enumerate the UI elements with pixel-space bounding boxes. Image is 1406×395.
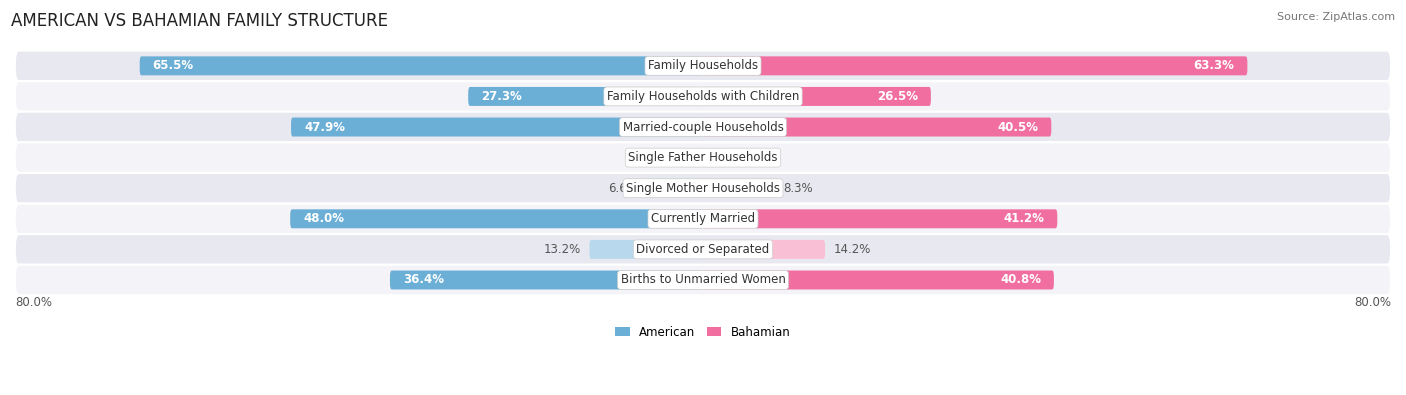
Text: 40.8%: 40.8% xyxy=(1000,273,1040,286)
Text: Births to Unmarried Women: Births to Unmarried Women xyxy=(620,273,786,286)
Text: 13.2%: 13.2% xyxy=(544,243,581,256)
Text: 2.5%: 2.5% xyxy=(733,151,763,164)
Legend: American, Bahamian: American, Bahamian xyxy=(610,321,796,343)
FancyBboxPatch shape xyxy=(703,271,1054,290)
Text: 48.0%: 48.0% xyxy=(304,212,344,225)
Text: 80.0%: 80.0% xyxy=(15,296,52,309)
Text: Married-couple Households: Married-couple Households xyxy=(623,120,783,134)
Text: 8.3%: 8.3% xyxy=(783,182,813,195)
Text: 14.2%: 14.2% xyxy=(834,243,872,256)
FancyBboxPatch shape xyxy=(703,240,825,259)
FancyBboxPatch shape xyxy=(15,51,1391,81)
Text: 63.3%: 63.3% xyxy=(1194,59,1234,72)
FancyBboxPatch shape xyxy=(389,271,703,290)
FancyBboxPatch shape xyxy=(15,203,1391,234)
Text: Single Father Households: Single Father Households xyxy=(628,151,778,164)
Text: 41.2%: 41.2% xyxy=(1004,212,1045,225)
FancyBboxPatch shape xyxy=(139,56,703,75)
FancyBboxPatch shape xyxy=(703,87,931,106)
FancyBboxPatch shape xyxy=(703,56,1247,75)
Text: 40.5%: 40.5% xyxy=(997,120,1039,134)
FancyBboxPatch shape xyxy=(15,112,1391,142)
FancyBboxPatch shape xyxy=(589,240,703,259)
FancyBboxPatch shape xyxy=(703,118,1052,137)
FancyBboxPatch shape xyxy=(290,209,703,228)
FancyBboxPatch shape xyxy=(15,173,1391,203)
FancyBboxPatch shape xyxy=(291,118,703,137)
Text: Single Mother Households: Single Mother Households xyxy=(626,182,780,195)
Text: 80.0%: 80.0% xyxy=(1354,296,1391,309)
Text: 26.5%: 26.5% xyxy=(877,90,918,103)
FancyBboxPatch shape xyxy=(468,87,703,106)
Text: AMERICAN VS BAHAMIAN FAMILY STRUCTURE: AMERICAN VS BAHAMIAN FAMILY STRUCTURE xyxy=(11,12,388,30)
Text: Family Households with Children: Family Households with Children xyxy=(607,90,799,103)
Text: 2.4%: 2.4% xyxy=(644,151,673,164)
Text: 6.6%: 6.6% xyxy=(607,182,638,195)
FancyBboxPatch shape xyxy=(15,142,1391,173)
Text: 27.3%: 27.3% xyxy=(481,90,522,103)
FancyBboxPatch shape xyxy=(647,179,703,198)
FancyBboxPatch shape xyxy=(15,265,1391,295)
FancyBboxPatch shape xyxy=(15,234,1391,265)
Text: 36.4%: 36.4% xyxy=(404,273,444,286)
Text: Family Households: Family Households xyxy=(648,59,758,72)
FancyBboxPatch shape xyxy=(703,179,775,198)
FancyBboxPatch shape xyxy=(15,81,1391,112)
Text: Source: ZipAtlas.com: Source: ZipAtlas.com xyxy=(1277,12,1395,22)
FancyBboxPatch shape xyxy=(703,209,1057,228)
Text: Currently Married: Currently Married xyxy=(651,212,755,225)
FancyBboxPatch shape xyxy=(682,148,703,167)
Text: 47.9%: 47.9% xyxy=(304,120,344,134)
Text: Divorced or Separated: Divorced or Separated xyxy=(637,243,769,256)
FancyBboxPatch shape xyxy=(703,148,724,167)
Text: 65.5%: 65.5% xyxy=(153,59,194,72)
